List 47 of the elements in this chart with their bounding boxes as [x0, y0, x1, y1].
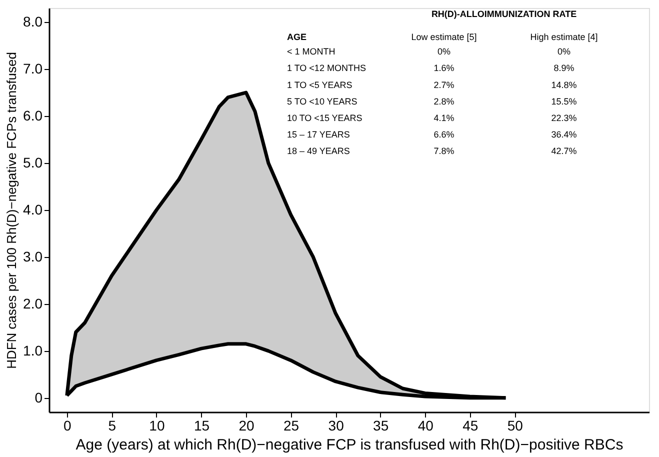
y-tick-label: 6.0 — [23, 108, 43, 124]
annotation: 15.5% — [551, 96, 577, 106]
annotation: 5 TO <10 YEARS — [287, 96, 358, 106]
annotation: High estimate [4] — [530, 32, 598, 42]
x-tick-label: 25 — [284, 418, 300, 434]
x-tick-label: 35 — [373, 418, 389, 434]
y-tick-label: 5.0 — [23, 154, 43, 171]
annotation: RH(D)-ALLOIMMUNIZATION RATE — [431, 9, 577, 19]
annotation: 42.7% — [551, 146, 577, 156]
annotation: 6.6% — [434, 130, 454, 140]
annotation: 0% — [437, 46, 451, 57]
y-tick-label: 2.0 — [23, 295, 43, 312]
y-axis-title: HDFN cases per 100 Rh(D)−negative FCPs transfused — [4, 52, 20, 369]
annotation: < 1 MONTH — [287, 46, 336, 57]
x-tick-label: 5 — [108, 418, 116, 434]
x-tick-label: 30 — [328, 418, 344, 434]
annotation: 4.1% — [434, 113, 454, 123]
y-tick-label: 7.0 — [23, 60, 43, 77]
annotation: 0% — [557, 46, 571, 57]
annotation: AGE — [287, 32, 307, 42]
annotation: 15 – 17 YEARS — [287, 130, 350, 140]
x-tick-label: 45 — [462, 418, 478, 434]
annotation: Low estimate [5] — [411, 32, 477, 42]
annotation: 8.9% — [554, 63, 574, 74]
y-tick-label: 1.0 — [23, 342, 43, 358]
annotation: 36.4% — [551, 130, 577, 140]
x-tick-label: 0 — [64, 418, 72, 434]
annotation: 2.8% — [434, 96, 454, 106]
annotation: 10 TO <15 YEARS — [287, 113, 362, 123]
x-tick-label: 15 — [194, 418, 210, 434]
annotation: 1 TO <12 MONTHS — [287, 63, 366, 74]
y-tick-label: 4.0 — [23, 202, 43, 218]
y-tick-label: 0 — [34, 389, 43, 406]
annotation: 2.7% — [434, 80, 454, 90]
x-tick-label: 50 — [507, 418, 524, 434]
annotation: 14.8% — [551, 80, 577, 90]
x-tick-label: 40 — [418, 418, 434, 434]
y-tick-label: 8.0 — [23, 14, 43, 30]
x-tick-label: 20 — [238, 418, 255, 434]
y-tick-label: 3.0 — [23, 248, 43, 264]
annotation: 22.3% — [551, 113, 577, 123]
x-axis-title: Age (years) at which Rh(D)−negative FCP is transfused with Rh(D)−positive RBCs — [76, 436, 624, 454]
annotation: 18 – 49 YEARS — [287, 146, 350, 156]
x-tick-label: 10 — [149, 418, 165, 434]
annotation: 1.6% — [434, 63, 454, 74]
annotation: 7.8% — [434, 146, 454, 156]
annotation: 1 TO <5 YEARS — [287, 80, 352, 90]
